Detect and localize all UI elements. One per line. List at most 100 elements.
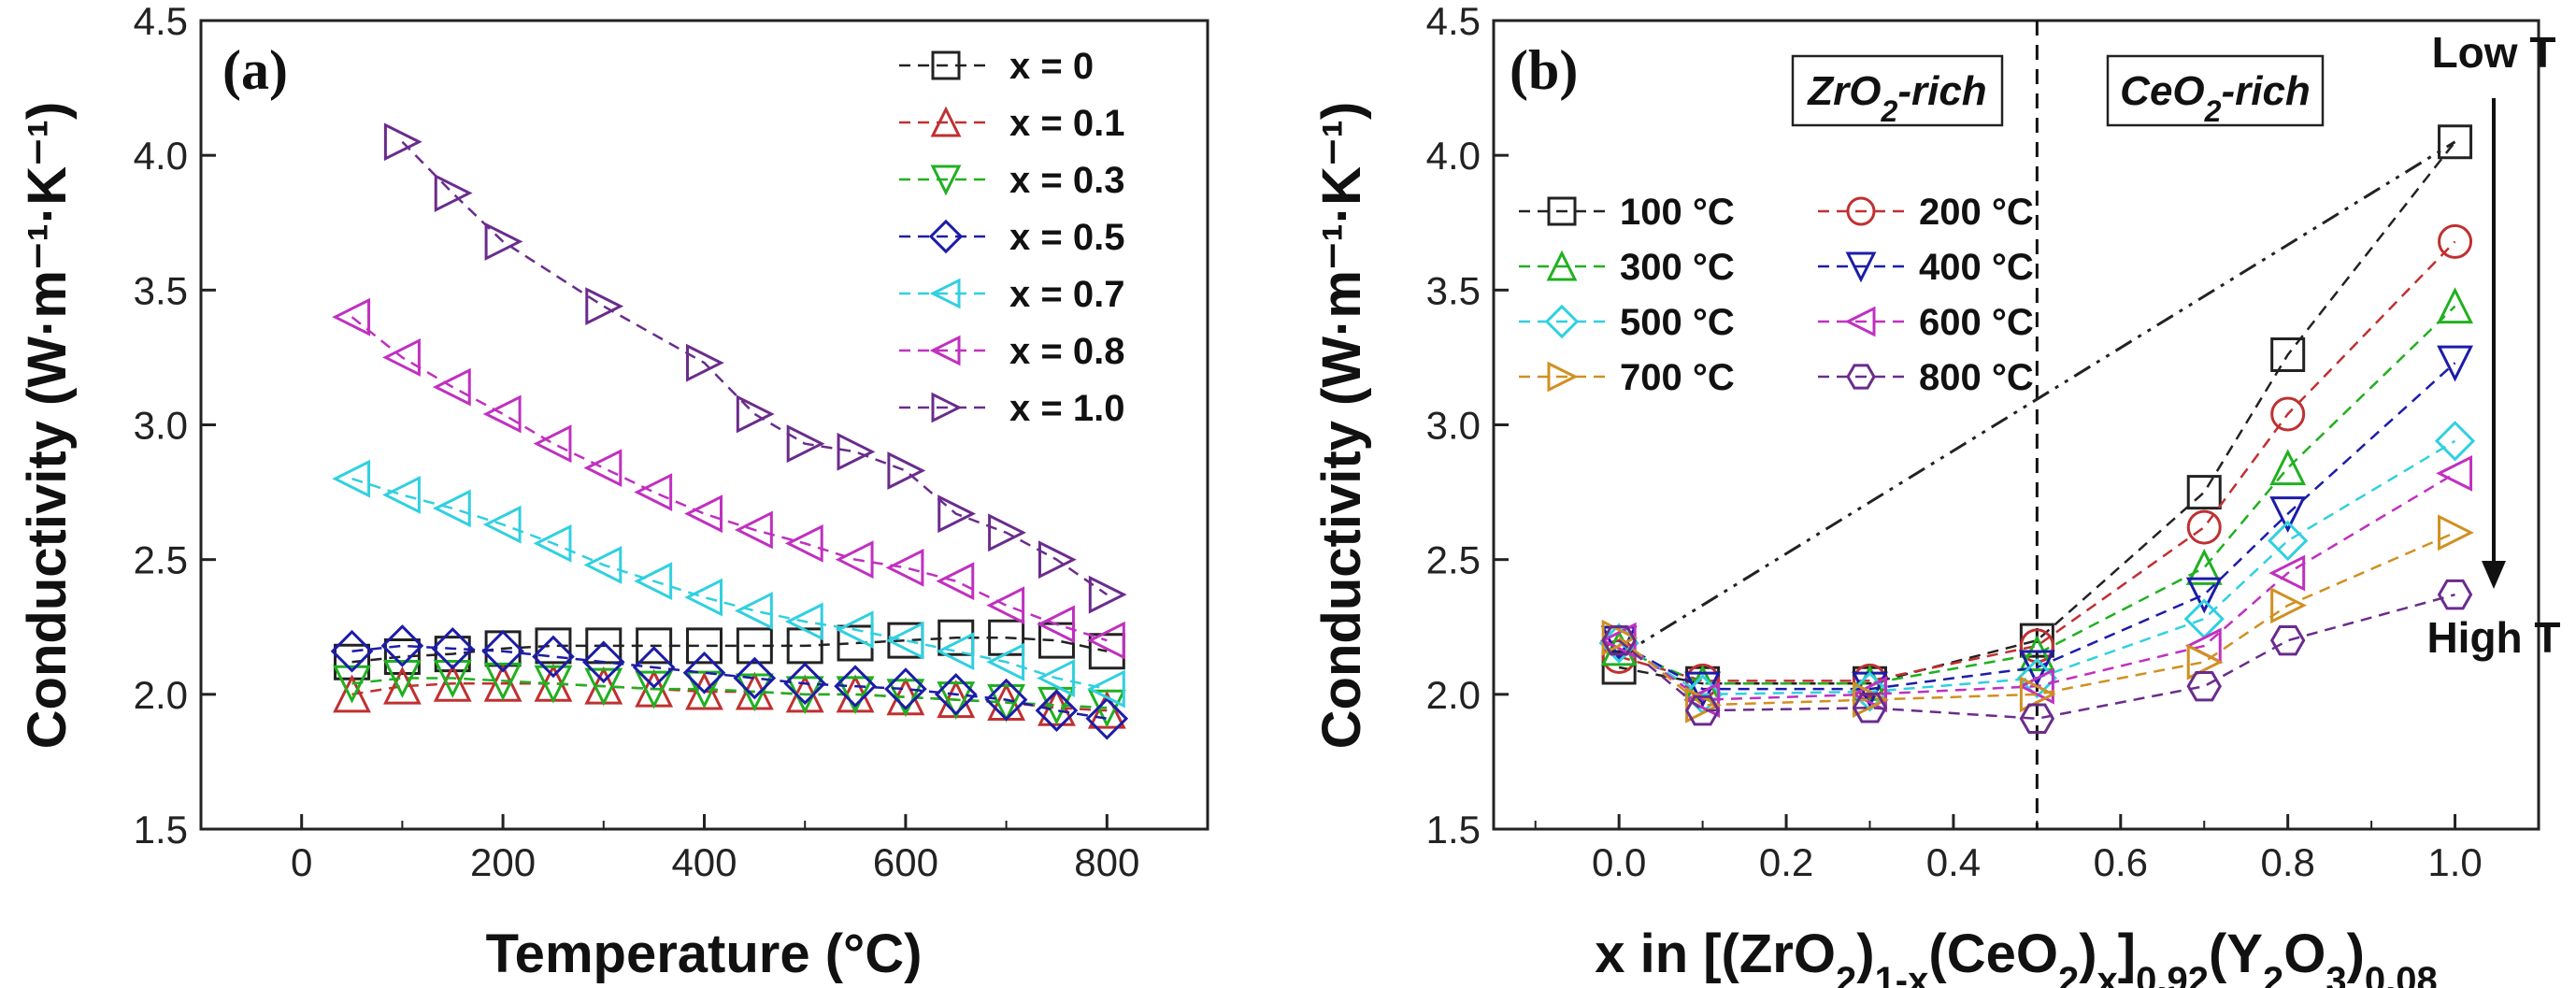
- panel-a-data-point: [736, 394, 775, 434]
- low-t-label: Low T: [2432, 28, 2556, 77]
- panel-a-data-point: [988, 513, 1026, 552]
- panel-a: (a) 0 200 400 600 800 1.5 2.0 2.5 3.0 3.5 4.0 4.5 x…: [17, 0, 1209, 984]
- panel-a-legend-label: x = 1.0: [1009, 388, 1124, 429]
- panel-b-x-tick-label: 0.0: [1592, 840, 1646, 884]
- panel-a-legend-marker: [930, 106, 962, 137]
- panel-a-data-point: [632, 646, 676, 689]
- panel-a-y-tick-label: 3.0: [134, 404, 188, 448]
- panel-a-data-point: [634, 473, 673, 512]
- panel-a-x-tick-label: 200: [470, 840, 536, 884]
- panel-a-data-point: [1038, 686, 1076, 725]
- panel-a-series-line-3: [351, 644, 1108, 721]
- panel-b-y-tick-label: 3.5: [1426, 268, 1481, 312]
- panel-a-y-tick-label: 4.0: [134, 134, 188, 178]
- panel-a-data-point: [684, 578, 723, 617]
- panel-b-legend-marker: [1547, 361, 1579, 393]
- high-t-label: High T: [2426, 613, 2560, 662]
- panel-a-data-point: [382, 666, 422, 705]
- panel-a-data-point: [1088, 633, 1125, 670]
- panel-a-data-point: [432, 489, 471, 528]
- panel-b-data-point: [2185, 548, 2223, 585]
- panel-a-data-point: [836, 676, 875, 715]
- panel-a-data-point: [382, 337, 421, 377]
- panel-a-y-tick-label: 2.5: [134, 538, 188, 582]
- panel-a-data-point: [837, 432, 876, 471]
- panel-b-data-point: [2269, 624, 2306, 656]
- panel-a-data-point: [783, 662, 827, 706]
- trend-line: [1618, 140, 2456, 658]
- panel-b-data-point: [2019, 628, 2054, 664]
- panel-a-data-point: [431, 626, 475, 670]
- panel-a-data-point: [682, 651, 726, 694]
- panel-a-legend-label: x = 0.7: [1009, 274, 1124, 315]
- panel-a-data-point: [784, 523, 823, 563]
- panel-a-data-point: [581, 640, 625, 684]
- panel-a-data-point: [434, 636, 471, 673]
- panel-a-data-point: [934, 673, 978, 716]
- panel-a-legend-label: x = 0: [1009, 46, 1094, 87]
- panel-a-data-point: [583, 546, 623, 584]
- panel-a-y-tick-label: 4.5: [134, 0, 188, 43]
- panel-a-label: (a): [222, 39, 288, 101]
- panel-b-data-point: [2270, 337, 2306, 373]
- panel-b-legend-label: 200 °C: [1919, 192, 2034, 233]
- panel-a-legend-label: x = 0.1: [1009, 103, 1124, 144]
- panel-a-data-point: [1086, 621, 1125, 660]
- panel-a-data-point: [686, 343, 724, 382]
- panel-a-data-point: [835, 610, 874, 650]
- panel-b-y-tick-label: 1.5: [1426, 808, 1481, 852]
- panel-a-data-point: [733, 656, 777, 700]
- panel-a-data-point: [484, 222, 523, 261]
- panel-b-legend-marker: [1546, 250, 1578, 281]
- region-label-zro2-rich: ZrO2-rich: [1791, 54, 2004, 128]
- panel-b-x-tick-label: 1.0: [2427, 840, 2482, 884]
- panel-a-data-point: [937, 494, 977, 534]
- panel-a-data-point: [433, 663, 472, 702]
- panel-b-legend-label: 400 °C: [1919, 247, 2034, 288]
- panel-b-data-point: [2437, 345, 2473, 382]
- panel-b-series-line-1: [1618, 240, 2456, 682]
- panel-b-legend-label: 700 °C: [1620, 357, 1735, 398]
- panel-a-data-point: [887, 451, 926, 490]
- panel-b-data-point: [2186, 475, 2222, 510]
- panel-b-x-tick-label: 0.6: [2094, 840, 2148, 884]
- panel-b-x-tick-label: 0.8: [2260, 840, 2314, 884]
- panel-b-legend-label: 100 °C: [1620, 192, 1735, 233]
- panel-a-data-point: [1086, 669, 1125, 709]
- panel-b-y-tick-label: 4.5: [1426, 0, 1481, 43]
- panel-a-data-point: [433, 660, 472, 698]
- panel-b-ticks: 0.0 0.2 0.4 0.6 0.8 1.0 1.5 2.0 2.5 3.0 3.5 4.0 4.5: [1426, 0, 2483, 884]
- panel-a-data-point: [987, 683, 1026, 723]
- panel-a-legend-marker: [931, 392, 963, 423]
- region-label-left: ZrO2-rich: [1806, 68, 1986, 128]
- panel-a-data-point: [784, 602, 823, 641]
- panel-a-data-point: [986, 642, 1025, 681]
- panel-a-data-point: [634, 562, 673, 601]
- panel-a-legend-label: x = 0.8: [1009, 331, 1124, 372]
- panel-b-legend-marker: [1846, 364, 1876, 390]
- panel-a-data-point: [885, 621, 924, 660]
- panel-a-data-point: [837, 624, 874, 662]
- panel-a-data-point: [1037, 659, 1075, 697]
- panel-b-x-tick-label: 0.2: [1759, 840, 1813, 884]
- panel-a-data-point: [481, 629, 524, 673]
- panel-a-data-point: [534, 665, 573, 704]
- panel-a-data-point: [330, 629, 374, 673]
- panel-a-data-point: [332, 297, 371, 336]
- panel-b-legend-label: 300 °C: [1620, 247, 1735, 288]
- panel-b-data-point: [2270, 396, 2306, 432]
- panel-b-data-point: [2186, 643, 2224, 680]
- panel-b-data-point: [2438, 514, 2474, 551]
- panel-b-data-point: [1852, 693, 1888, 723]
- panel-a-data-point: [380, 624, 424, 667]
- panel-b-legend-marker: [1547, 196, 1577, 226]
- panel-b-data-point: [1851, 676, 1887, 713]
- panel-b-legend-label: 500 °C: [1620, 302, 1735, 343]
- panel-a-data-point: [333, 665, 371, 704]
- panel-a-data-point: [333, 674, 371, 713]
- arrow-head-icon: [2482, 561, 2506, 589]
- panel-a-data-point: [382, 660, 422, 698]
- panel-b-data-point: [1684, 694, 1721, 726]
- panel-b-data-point: [2268, 520, 2309, 562]
